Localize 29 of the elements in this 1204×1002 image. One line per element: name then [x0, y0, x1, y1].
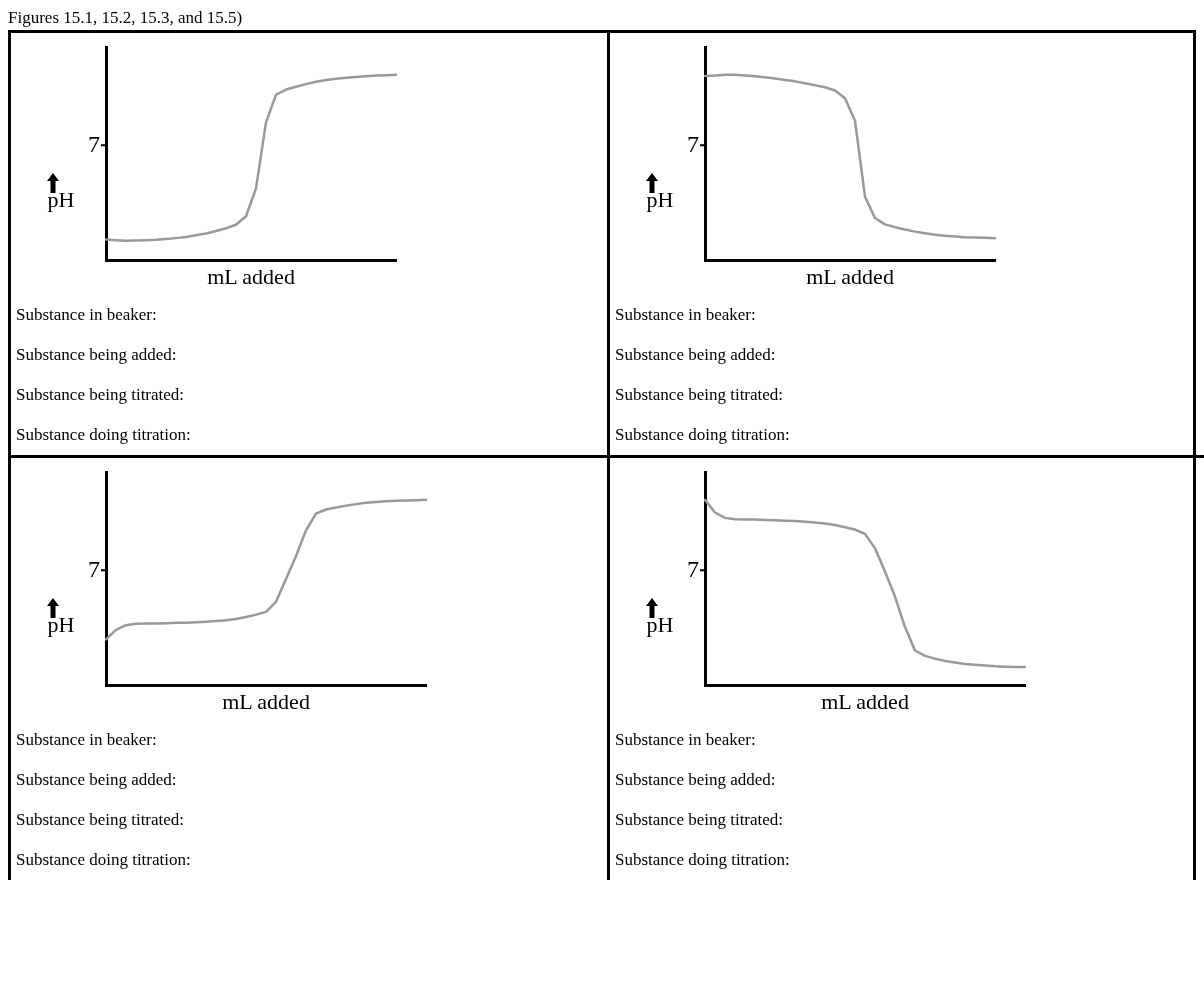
text: Substance being titrated:	[15, 384, 186, 406]
y-axis-title: pH	[47, 186, 75, 212]
text: Substance in beaker:	[614, 304, 757, 326]
y-axis-title: pH	[646, 186, 674, 212]
text: Substance being added:	[614, 344, 777, 366]
x-axis-title: mL added	[222, 688, 310, 714]
x-axis-title: mL added	[821, 688, 909, 714]
text: 7	[88, 130, 100, 157]
text: Substance doing titration:	[15, 424, 192, 446]
text: 7	[687, 555, 699, 582]
x-axis-title: mL added	[806, 263, 894, 289]
text: Substance in beaker:	[15, 729, 158, 751]
text: 7	[687, 130, 699, 157]
text: Substance in beaker:	[15, 304, 158, 326]
text: Substance doing titration:	[614, 849, 791, 871]
text: Substance doing titration:	[614, 424, 791, 446]
text: Substance being titrated:	[614, 809, 785, 831]
text: Substance being titrated:	[15, 809, 186, 831]
text: Substance being added:	[15, 769, 178, 791]
y-axis-title: pH	[646, 611, 674, 637]
text: Substance in beaker:	[614, 729, 757, 751]
chart-title: Figures 15.1, 15.2, 15.3, and 15.5)	[8, 8, 244, 29]
text: Substance being added:	[614, 769, 777, 791]
y-axis-title: pH	[47, 611, 75, 637]
text: Substance being added:	[15, 344, 178, 366]
text: Substance being titrated:	[614, 384, 785, 406]
x-axis-title: mL added	[207, 263, 295, 289]
text: Substance doing titration:	[15, 849, 192, 871]
text: 7	[88, 555, 100, 582]
